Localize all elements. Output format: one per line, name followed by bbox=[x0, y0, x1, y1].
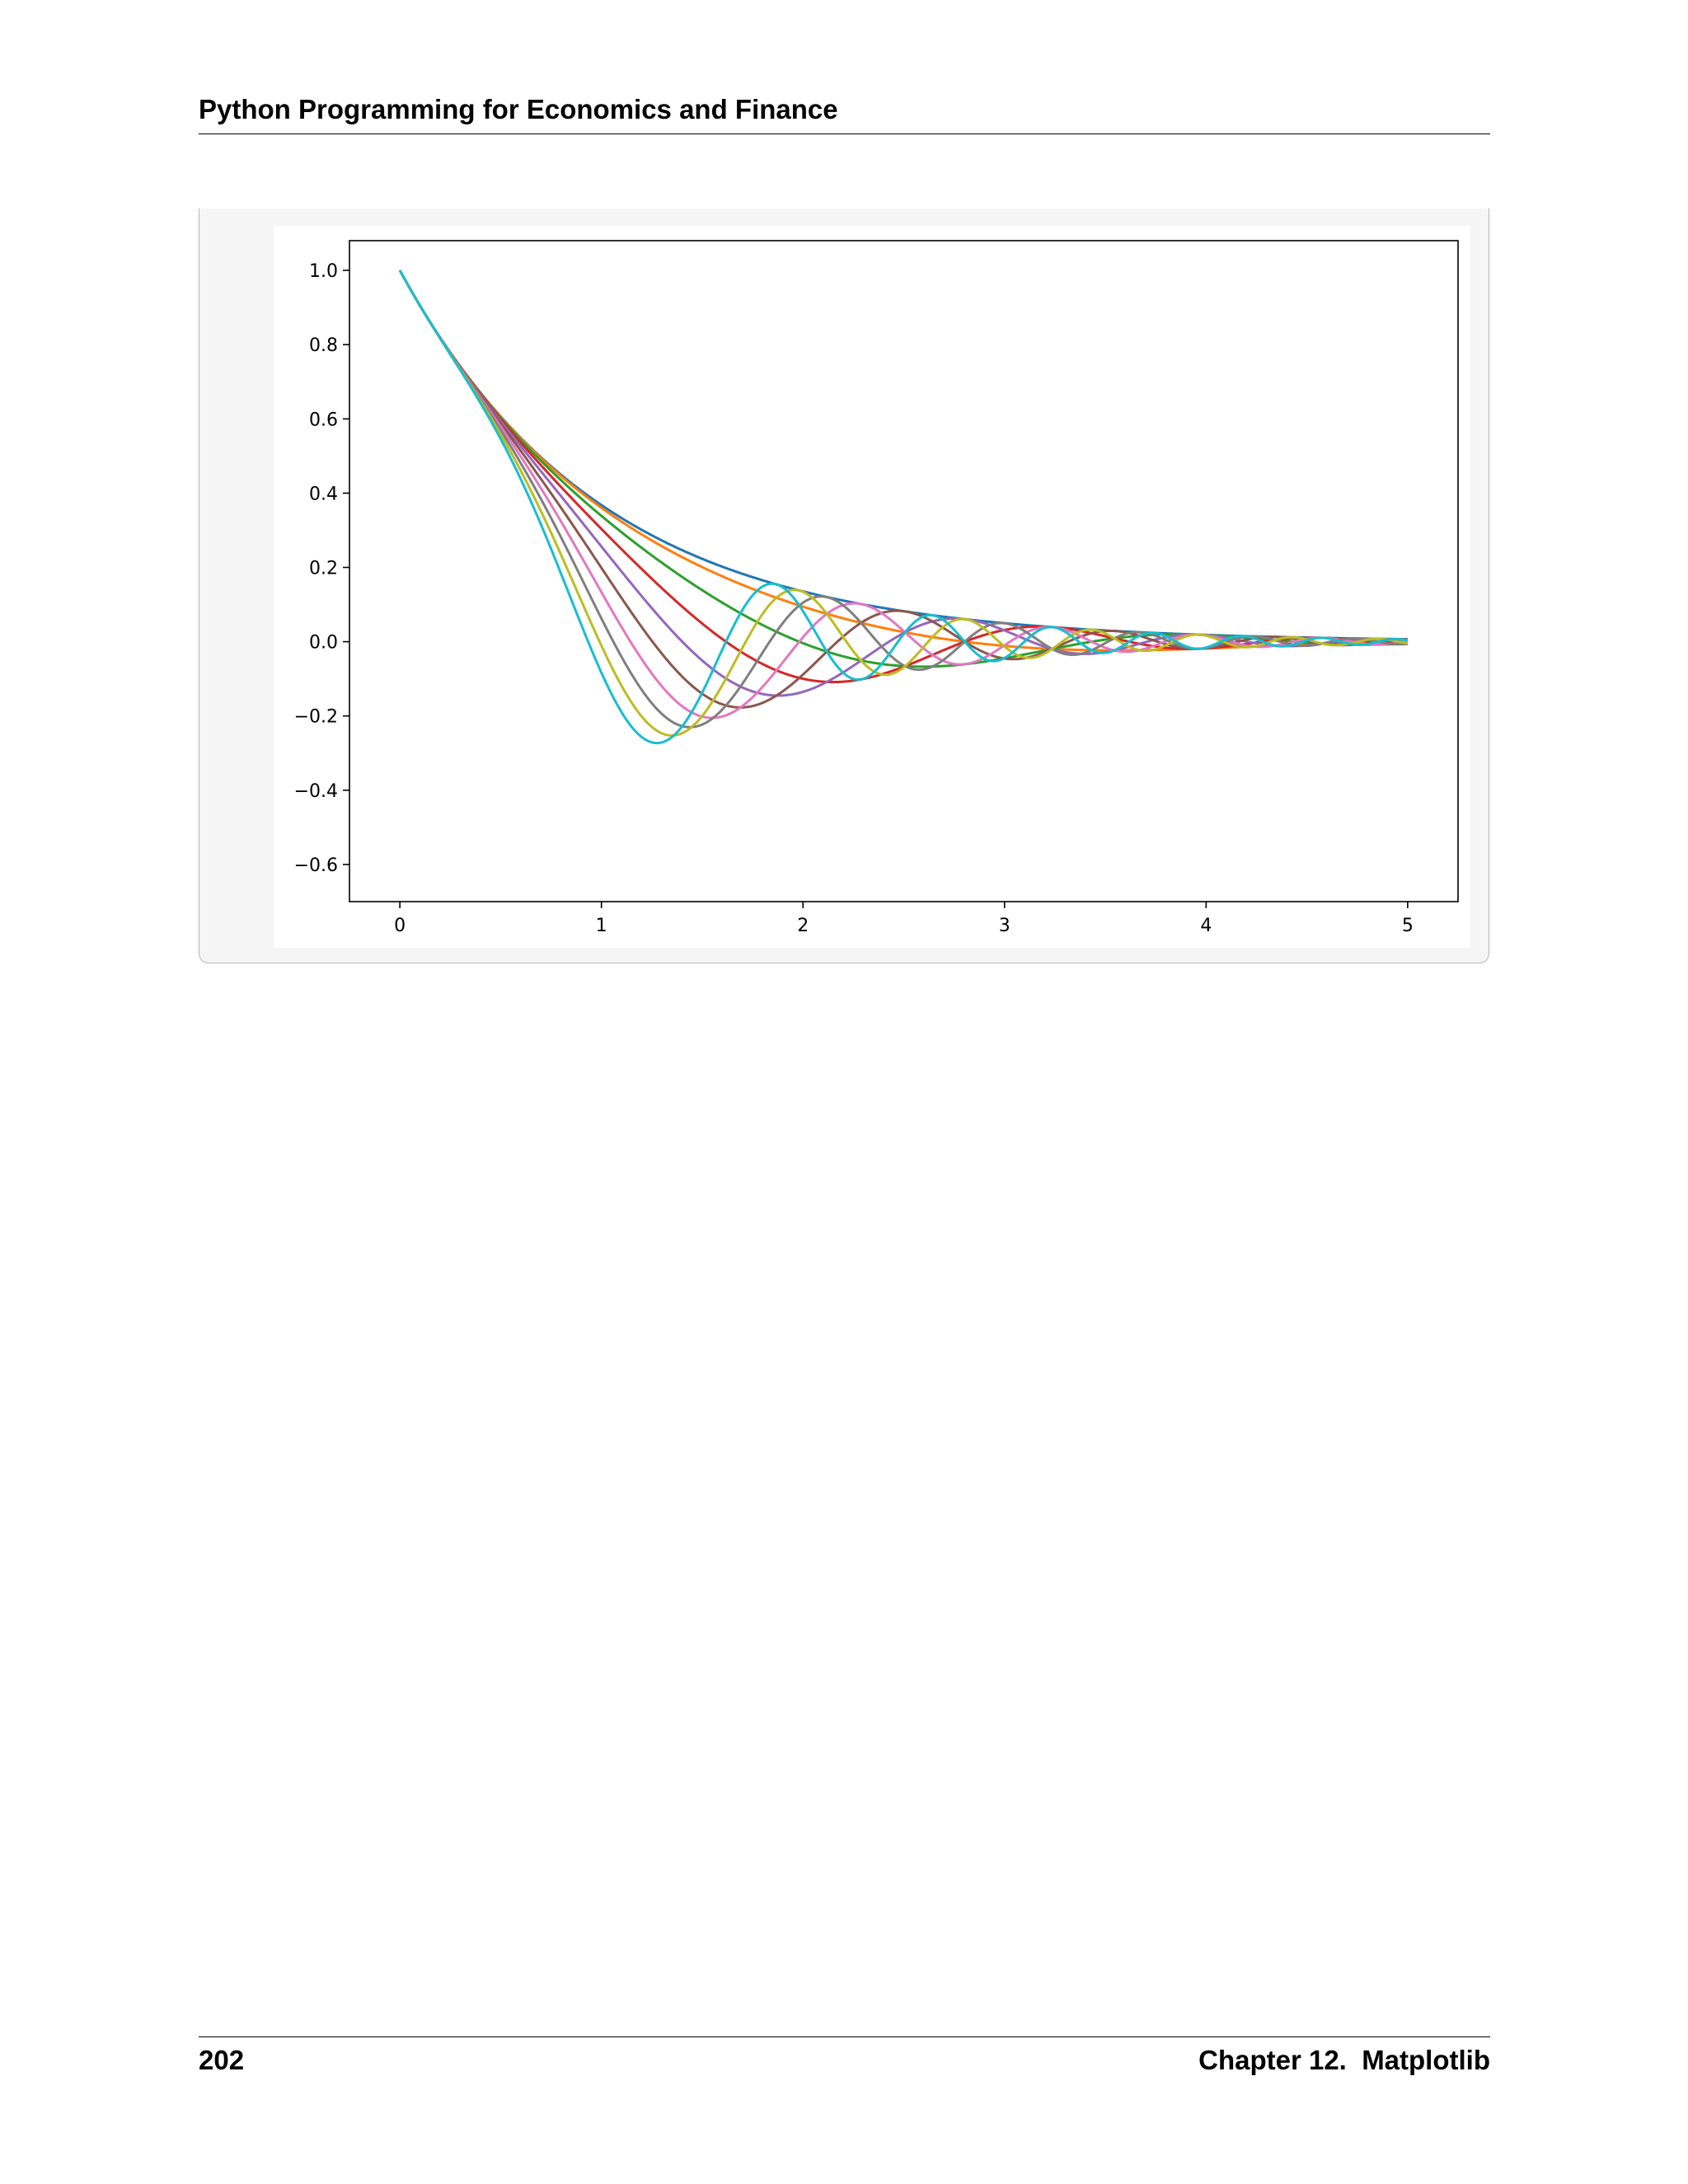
x-tick-label: 5 bbox=[1402, 916, 1414, 936]
chapter-label: Chapter 12. Matplotlib bbox=[1198, 2045, 1490, 2075]
line-chart: −0.6 −0.4 −0.2 0.0 0.2 0.4 0.6 0.8 1.0 0 1 2 3 4 5 bbox=[274, 226, 1470, 948]
x-tick-label: 2 bbox=[797, 916, 809, 936]
y-tick-label: 0.6 bbox=[309, 410, 338, 430]
x-tick-label: 4 bbox=[1200, 916, 1212, 936]
y-tick-label: 0.4 bbox=[309, 484, 338, 504]
series-line-5 bbox=[398, 269, 1408, 709]
footer-rule bbox=[199, 2036, 1490, 2037]
series-line-8 bbox=[398, 269, 1409, 737]
figure-background bbox=[274, 226, 1470, 948]
y-tick-label: −0.2 bbox=[294, 707, 338, 728]
book-title: Python Programming for Economics and Fin… bbox=[199, 94, 838, 124]
y-tick-label: 0.2 bbox=[309, 558, 338, 579]
y-tick-label: −0.6 bbox=[294, 855, 338, 876]
axes-frame bbox=[349, 240, 1459, 902]
page-number: 202 bbox=[199, 2045, 245, 2075]
y-tick-label: −0.4 bbox=[294, 781, 338, 802]
x-axis: 0 1 2 3 4 5 bbox=[394, 902, 1414, 936]
x-tick-label: 0 bbox=[394, 916, 406, 936]
y-tick-label: 0.0 bbox=[309, 633, 338, 654]
series-line-6 bbox=[398, 269, 1409, 719]
running-header: Python Programming for Economics and Fin… bbox=[199, 92, 1490, 134]
series-line-9 bbox=[398, 269, 1409, 745]
y-tick-label: 0.8 bbox=[309, 335, 338, 356]
x-tick-label: 1 bbox=[596, 916, 607, 936]
series-line-7 bbox=[398, 269, 1408, 729]
x-tick-label: 3 bbox=[999, 916, 1010, 936]
y-axis: −0.6 −0.4 −0.2 0.0 0.2 0.4 0.6 0.8 1.0 bbox=[294, 261, 349, 876]
y-tick-label: 1.0 bbox=[309, 261, 338, 282]
series-layer bbox=[398, 269, 1409, 745]
